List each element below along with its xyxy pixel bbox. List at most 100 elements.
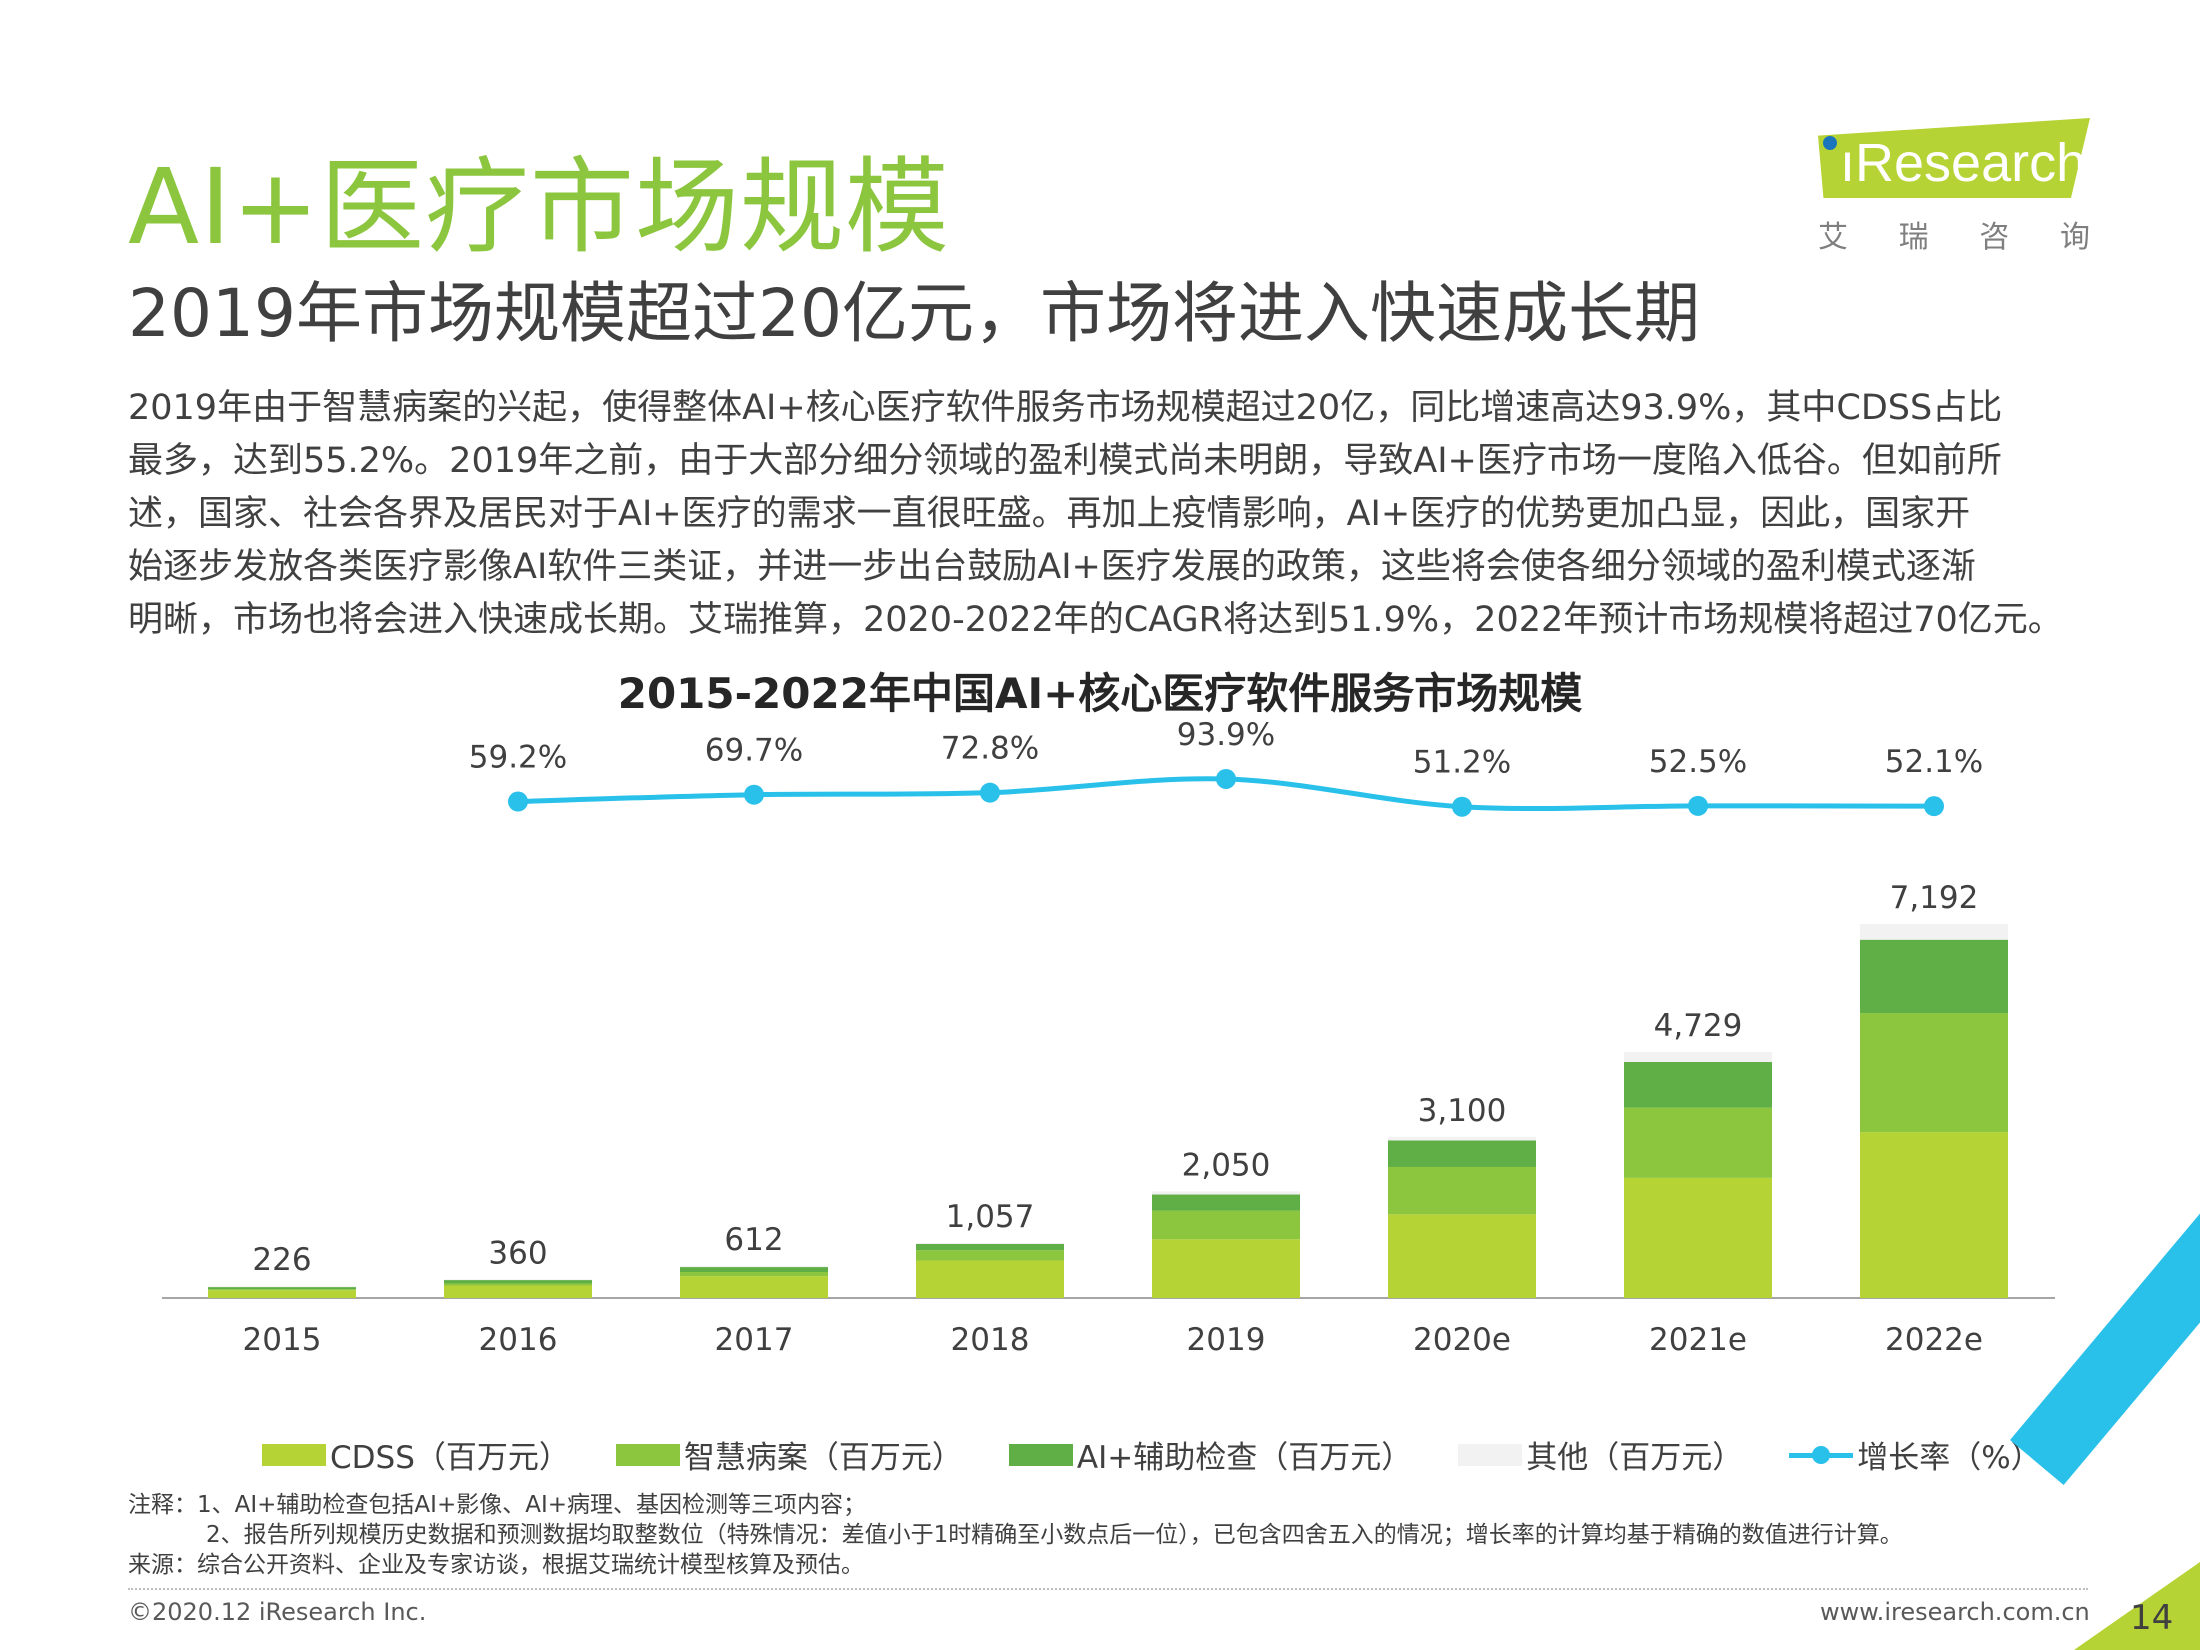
legend-swatch-ai-assisted-exam	[1008, 1443, 1073, 1466]
chart-legend: CDSS（百万元） 智慧病案（百万元） AI+辅助检查（百万元） 其他（百万元）…	[262, 1432, 2088, 1477]
bar-total-label: 360	[488, 1235, 547, 1271]
bar-segment-smart-records	[1388, 1166, 1536, 1215]
bar-segment-smart-records	[916, 1250, 1064, 1261]
logo-subtitle: 艾 瑞 咨 询	[1818, 212, 2090, 256]
legend-label: AI+辅助检查（百万元）	[1076, 1440, 1413, 1476]
growth-rate-label: 59.2%	[469, 740, 567, 776]
x-tick-label: 2015	[243, 1322, 322, 1358]
bar-segment-smart-records	[1152, 1210, 1300, 1240]
bar-total-label: 612	[724, 1222, 783, 1258]
legend-label: 其他（百万元）	[1526, 1440, 1744, 1476]
growth-rate-point	[1216, 768, 1236, 789]
bar-segment-cdss	[1624, 1177, 1772, 1298]
chart-notes: 注释：1、AI+辅助检查包括AI+影像、AI+病理、基因检测等三项内容； 2、报…	[128, 1490, 1903, 1580]
bar-segment-ai-assisted-exam	[208, 1287, 356, 1290]
bar-segment-other	[1388, 1136, 1536, 1141]
bar-segment-other	[916, 1243, 1064, 1244]
bar-segment-other	[680, 1266, 828, 1268]
growth-rate-label: 52.1%	[1885, 744, 1983, 780]
legend-line-growth-rate	[1789, 1444, 1854, 1466]
page-number: 14	[2130, 1598, 2174, 1638]
bar-segment-cdss	[1388, 1214, 1536, 1298]
summary-line: 始逐步发放各类医疗影像AI软件三类证，并进一步出台鼓励AI+医疗发展的政策，这些…	[128, 547, 1976, 587]
growth-rate-label: 51.2%	[1413, 745, 1511, 781]
legend-item-other: 其他（百万元）	[1458, 1432, 1743, 1477]
footer-divider	[128, 1588, 2088, 1590]
legend-item-growth-rate: 增长率（%）	[1789, 1432, 2042, 1477]
bar-segment-other	[444, 1279, 592, 1281]
legend-label: 智慧病案（百万元）	[683, 1440, 963, 1476]
bar-segment-smart-records	[444, 1283, 592, 1286]
source-line: 来源：综合公开资料、企业及专家访谈，根据艾瑞统计模型核算及预估。	[128, 1552, 864, 1578]
x-tick-label: 2022e	[1885, 1322, 1983, 1358]
growth-rate-point	[1452, 796, 1472, 817]
x-tick-label: 2017	[715, 1322, 794, 1358]
summary-line: 最多，达到55.2%。2019年之前，由于大部分细分领域的盈利模式尚未明朗，导致…	[128, 441, 2002, 481]
growth-rate-label: 72.8%	[941, 731, 1039, 767]
summary-paragraph: 2019年由于智慧病案的兴起，使得整体AI+核心医疗软件服务市场规模超过20亿，…	[128, 382, 2118, 647]
bar-segment-smart-records	[680, 1272, 828, 1277]
chart-title: 2015-2022年中国AI+核心医疗软件服务市场规模	[617, 669, 1583, 718]
growth-rate-point	[980, 782, 1000, 803]
website-url: www.iresearch.com.cn	[1820, 1598, 2090, 1626]
bar-segment-cdss	[1860, 1132, 2008, 1298]
bar-segment-cdss	[208, 1290, 356, 1298]
summary-line: 述，国家、社会各界及居民对于AI+医疗的需求一直很旺盛。再加上疫情影响，AI+医…	[128, 494, 1971, 534]
bar-segment-smart-records	[1624, 1107, 1772, 1178]
bar-segment-cdss	[1152, 1239, 1300, 1298]
legend-swatch-cdss	[262, 1443, 326, 1466]
logo-char: 艾	[1818, 220, 1848, 255]
summary-line: 明晰，市场也将会进入快速成长期。艾瑞推算，2020-2022年的CAGR将达到5…	[128, 600, 2063, 640]
logo-text: ıResearch	[1840, 133, 2087, 193]
legend-item-smart-records: 智慧病案（百万元）	[615, 1432, 963, 1477]
x-tick-label: 2021e	[1649, 1322, 1747, 1358]
legend-item-cdss: CDSS（百万元）	[262, 1432, 570, 1477]
bar-segment-cdss	[444, 1285, 592, 1298]
bar-total-label: 3,100	[1418, 1093, 1507, 1129]
page-title: AI+医疗市场规模	[128, 146, 950, 268]
bar-total-label: 226	[252, 1242, 311, 1278]
bar-segment-smart-records	[1860, 1013, 2008, 1133]
growth-rate-point	[1688, 795, 1708, 816]
bar-total-label: 7,192	[1890, 880, 1979, 916]
growth-rate-label: 69.7%	[705, 733, 803, 769]
iresearch-logo: ıResearch 艾 瑞 咨 询	[1818, 118, 2090, 256]
growth-rate-label: 52.5%	[1649, 744, 1747, 780]
note-line: 2、报告所列规模历史数据和预测数据均取整数位（特殊情况：差值小于1时精确至小数点…	[206, 1522, 1903, 1548]
legend-item-ai-assisted-exam: AI+辅助检查（百万元）	[1008, 1432, 1413, 1477]
bar-segment-ai-assisted-exam	[1388, 1140, 1536, 1167]
bar-total-label: 2,050	[1182, 1147, 1271, 1183]
bar-segment-other	[1860, 924, 2008, 940]
growth-rate-label: 93.9%	[1177, 717, 1275, 753]
legend-label: CDSS（百万元）	[330, 1440, 570, 1476]
bar-segment-cdss	[680, 1276, 828, 1298]
x-tick-label: 2019	[1187, 1322, 1266, 1358]
x-tick-label: 2018	[951, 1322, 1030, 1358]
bar-segment-ai-assisted-exam	[680, 1267, 828, 1272]
growth-rate-point	[508, 791, 528, 812]
bar-segment-other	[1624, 1052, 1772, 1062]
legend-swatch-smart-records	[615, 1443, 680, 1466]
growth-rate-point	[744, 784, 764, 805]
bar-segment-ai-assisted-exam	[916, 1243, 1064, 1251]
bar-segment-ai-assisted-exam	[1624, 1061, 1772, 1108]
bar-segment-cdss	[916, 1260, 1064, 1298]
logo-char: 瑞	[1898, 220, 1929, 255]
note-line: 注释：1、AI+辅助检查包括AI+影像、AI+病理、基因检测等三项内容；	[128, 1492, 866, 1518]
bar-segment-ai-assisted-exam	[1152, 1194, 1300, 1211]
bar-segment-ai-assisted-exam	[444, 1280, 592, 1284]
legend-swatch-other	[1458, 1443, 1523, 1466]
growth-rate-point	[1924, 796, 1944, 817]
logo-char: 询	[2059, 220, 2090, 255]
legend-label: 增长率（%）	[1857, 1440, 2042, 1476]
logo-char: 咨	[1979, 220, 2010, 255]
bar-total-label: 4,729	[1654, 1008, 1743, 1044]
copyright-text: ©2020.12 iResearch Inc.	[128, 1598, 427, 1626]
x-tick-label: 2016	[479, 1322, 558, 1358]
bar-total-label: 1,057	[946, 1199, 1035, 1235]
page-subtitle: 2019年市场规模超过20亿元，市场将进入快速成长期	[128, 275, 1700, 352]
bar-segment-smart-records	[208, 1289, 356, 1291]
x-tick-label: 2020e	[1413, 1322, 1511, 1358]
summary-line: 2019年由于智慧病案的兴起，使得整体AI+核心医疗软件服务市场规模超过20亿，…	[128, 388, 2003, 428]
